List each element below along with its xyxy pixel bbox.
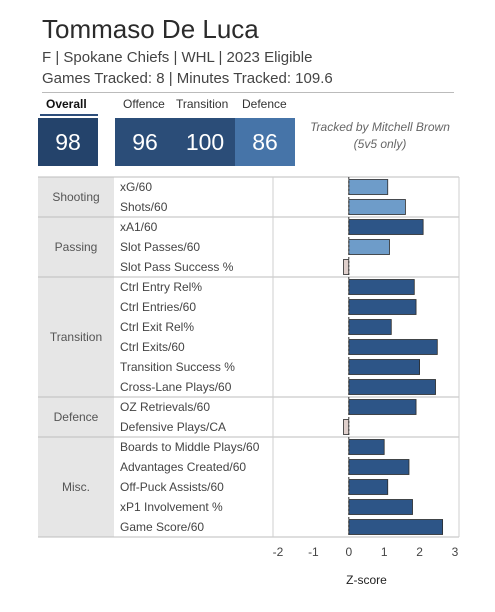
category-label: Passing <box>55 240 98 254</box>
zscore-bar <box>348 319 392 335</box>
offence-score-box: 96 <box>115 118 175 166</box>
tracked-summary: Games Tracked: 8 | Minutes Tracked: 109.… <box>42 70 333 87</box>
defence-score-value: 86 <box>252 128 278 155</box>
zscore-bar <box>348 519 444 535</box>
metric-label: OZ Retrievals/60 <box>120 400 210 414</box>
defence-label: Defence <box>242 97 287 111</box>
overall-score-box: 98 <box>38 118 98 166</box>
metric-label: Cross-Lane Plays/60 <box>120 380 232 394</box>
metric-label: Ctrl Exit Rel% <box>120 320 194 334</box>
zscore-bar <box>348 459 410 475</box>
metric-label: Transition Success % <box>120 360 235 374</box>
zscore-bar <box>348 299 417 315</box>
metric-label: Ctrl Exits/60 <box>120 340 185 354</box>
metric-label: xG/60 <box>120 180 152 194</box>
zscore-bar <box>348 179 389 195</box>
transition-label: Transition <box>176 97 229 111</box>
offence-label: Offence <box>123 97 165 111</box>
metric-label: xA1/60 <box>120 220 158 234</box>
zscore-bar <box>348 479 389 495</box>
x-tick-label: 1 <box>381 545 388 559</box>
category-label: Shooting <box>52 190 99 204</box>
x-tick-label: -1 <box>308 545 319 559</box>
zscore-bar <box>348 359 420 375</box>
metric-label: Defensive Plays/CA <box>120 420 226 434</box>
category-label: Defence <box>54 410 99 424</box>
player-name: Tommaso De Luca <box>42 14 259 44</box>
x-axis-title: Z-score <box>346 573 387 587</box>
zscore-bar <box>343 419 350 435</box>
category-column-background <box>38 177 114 537</box>
metric-label: Ctrl Entries/60 <box>120 300 196 314</box>
metric-label: Advantages Created/60 <box>120 460 246 474</box>
tracker-note: Tracked by Mitchell Brown (5v5 only) <box>300 119 460 153</box>
zscore-bar <box>348 279 415 295</box>
player-info: F | Spokane Chiefs | WHL | 2023 Eligible <box>42 49 313 66</box>
zscore-bar <box>348 239 390 255</box>
overall-label-underline <box>40 114 98 116</box>
metric-label: Shots/60 <box>120 200 168 214</box>
zscore-bar <box>348 499 413 515</box>
tracker-note-line1: Tracked by Mitchell Brown <box>310 120 450 134</box>
metric-label: Boards to Middle Plays/60 <box>120 440 260 454</box>
metric-label: xP1 Involvement % <box>120 500 223 514</box>
metric-label: Game Score/60 <box>120 520 204 534</box>
x-tick-label: 0 <box>345 545 352 559</box>
offence-score-value: 96 <box>132 128 158 155</box>
overall-score-value: 98 <box>55 128 81 155</box>
zscore-bar <box>348 439 385 455</box>
metric-label: Off-Puck Assists/60 <box>120 480 224 494</box>
x-tick-label: -2 <box>273 545 284 559</box>
overall-label: Overall <box>46 97 87 111</box>
tracker-note-line2: (5v5 only) <box>353 137 407 151</box>
zscore-bar <box>348 339 438 355</box>
defence-score-box: 86 <box>235 118 295 166</box>
x-tick-label: 3 <box>452 545 459 559</box>
zscore-bar <box>348 199 406 215</box>
category-label: Misc. <box>62 480 90 494</box>
header-divider <box>42 92 454 93</box>
metric-label: Slot Pass Success % <box>120 260 234 274</box>
zscore-bar <box>348 399 417 415</box>
transition-score-box: 100 <box>175 118 235 166</box>
zscore-bar <box>348 219 424 235</box>
zscore-bar <box>348 379 436 395</box>
metric-label: Ctrl Entry Rel% <box>120 280 202 294</box>
zscore-bar <box>343 259 350 275</box>
x-tick-label: 2 <box>416 545 423 559</box>
transition-score-value: 100 <box>185 128 225 155</box>
category-label: Transition <box>50 330 102 344</box>
metric-label: Slot Passes/60 <box>120 240 200 254</box>
